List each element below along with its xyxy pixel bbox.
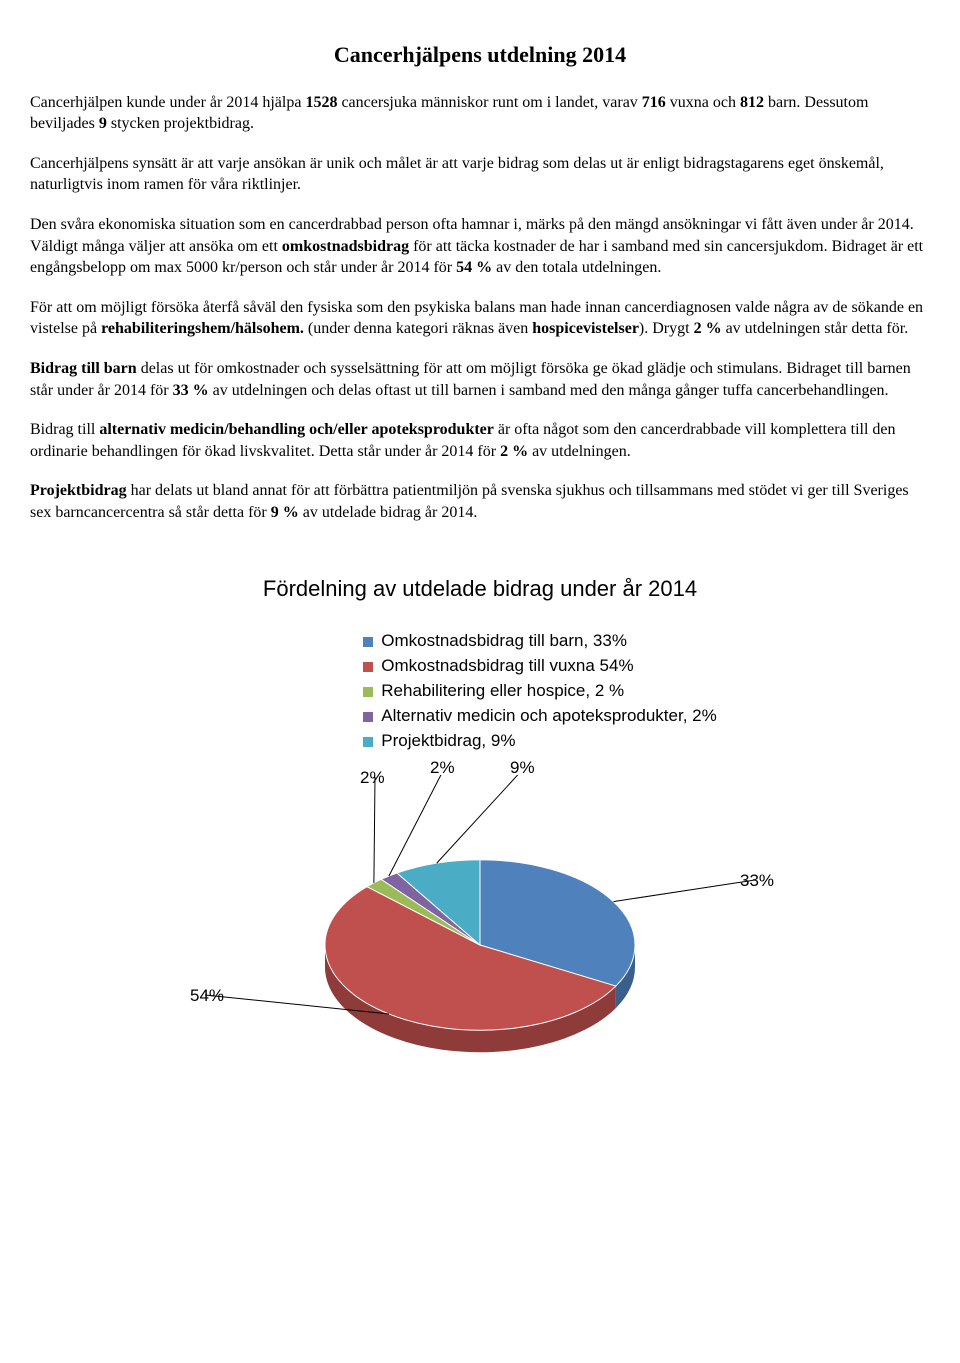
body-paragraph: Den svåra ekonomiska situation som en ca… — [30, 214, 930, 279]
body-paragraph: Bidrag till alternativ medicin/behandlin… — [30, 419, 930, 462]
legend-label: Omkostnadsbidrag till barn, 33% — [381, 630, 627, 653]
body-paragraph: Cancerhjälpens synsätt är att varje ansö… — [30, 153, 930, 196]
callout-line — [389, 775, 445, 876]
legend-swatch — [363, 687, 373, 697]
legend-item: Omkostnadsbidrag till vuxna 54% — [363, 655, 716, 678]
body-paragraph: Projektbidrag har delats ut bland annat … — [30, 480, 930, 523]
body-paragraph: För att om möjligt försöka återfå såväl … — [30, 297, 930, 340]
bold-text: 2 % — [500, 443, 528, 460]
page-title: Cancerhjälpens utdelning 2014 — [30, 40, 930, 70]
bold-text: omkostnadsbidrag — [282, 238, 409, 255]
bold-text: 812 — [740, 94, 764, 111]
legend-item: Rehabilitering eller hospice, 2 % — [363, 680, 716, 703]
text: av utdelade bidrag år 2014. — [299, 504, 478, 521]
legend-swatch — [363, 662, 373, 672]
legend-label: Rehabilitering eller hospice, 2 % — [381, 680, 624, 703]
callout-label: 9% — [510, 757, 535, 780]
callout-line — [437, 775, 525, 863]
bold-text: 2 % — [694, 320, 722, 337]
bold-text: 1528 — [305, 94, 337, 111]
bold-text: 54 % — [456, 259, 492, 276]
pie-chart-wrap: 33%54%2%2%9% — [130, 775, 830, 1095]
body-paragraph: Cancerhjälpen kunde under år 2014 hjälpa… — [30, 92, 930, 135]
bold-text: 9 % — [271, 504, 299, 521]
legend-item: Omkostnadsbidrag till barn, 33% — [363, 630, 716, 653]
chart-legend: Omkostnadsbidrag till barn, 33%Omkostnad… — [363, 628, 716, 755]
bold-text: 33 % — [173, 382, 209, 399]
legend-item: Alternativ medicin och apoteksprodukter,… — [363, 705, 716, 728]
bold-text: alternativ medicin/behandling och/eller … — [99, 421, 494, 438]
chart-title: Fördelning av utdelade bidrag under år 2… — [30, 574, 930, 604]
callout-line — [613, 880, 755, 902]
pie-chart — [130, 775, 830, 1095]
legend-label: Omkostnadsbidrag till vuxna 54% — [381, 655, 633, 678]
text: av den totala utdelningen. — [492, 259, 661, 276]
text: (under denna kategori räknas även — [304, 320, 532, 337]
text: stycken projektbidrag. — [107, 115, 254, 132]
text: cancersjuka människor runt om i landet, … — [337, 94, 641, 111]
callout-label: 33% — [740, 870, 774, 893]
body-paragraph: Bidrag till barn delas ut för omkostnade… — [30, 358, 930, 401]
text: av utdelningen och delas oftast ut till … — [209, 382, 889, 399]
text: av utdelningen står detta för. — [722, 320, 909, 337]
text: vuxna och — [666, 94, 740, 111]
legend-swatch — [363, 737, 373, 747]
text: av utdelningen. — [528, 443, 631, 460]
text: Bidrag till — [30, 421, 99, 438]
callout-label: 2% — [430, 757, 455, 780]
legend-swatch — [363, 637, 373, 647]
legend-item: Projektbidrag, 9% — [363, 730, 716, 753]
bold-text: 716 — [642, 94, 666, 111]
legend-label: Alternativ medicin och apoteksprodukter,… — [381, 705, 716, 728]
legend-label: Projektbidrag, 9% — [381, 730, 515, 753]
legend-swatch — [363, 712, 373, 722]
callout-label: 54% — [190, 985, 224, 1008]
bold-text: rehabiliteringshem/hälsohem. — [101, 320, 304, 337]
text: Cancerhjälpen kunde under år 2014 hjälpa — [30, 94, 305, 111]
callout-label: 2% — [360, 767, 385, 790]
bold-text: hospicevistelser — [532, 320, 639, 337]
bold-text: Projektbidrag — [30, 482, 127, 499]
chart-container: Fördelning av utdelade bidrag under år 2… — [30, 574, 930, 1095]
bold-text: 9 — [99, 115, 107, 132]
text: ). Drygt — [639, 320, 694, 337]
bold-text: Bidrag till barn — [30, 360, 137, 377]
callout-line — [374, 777, 375, 883]
